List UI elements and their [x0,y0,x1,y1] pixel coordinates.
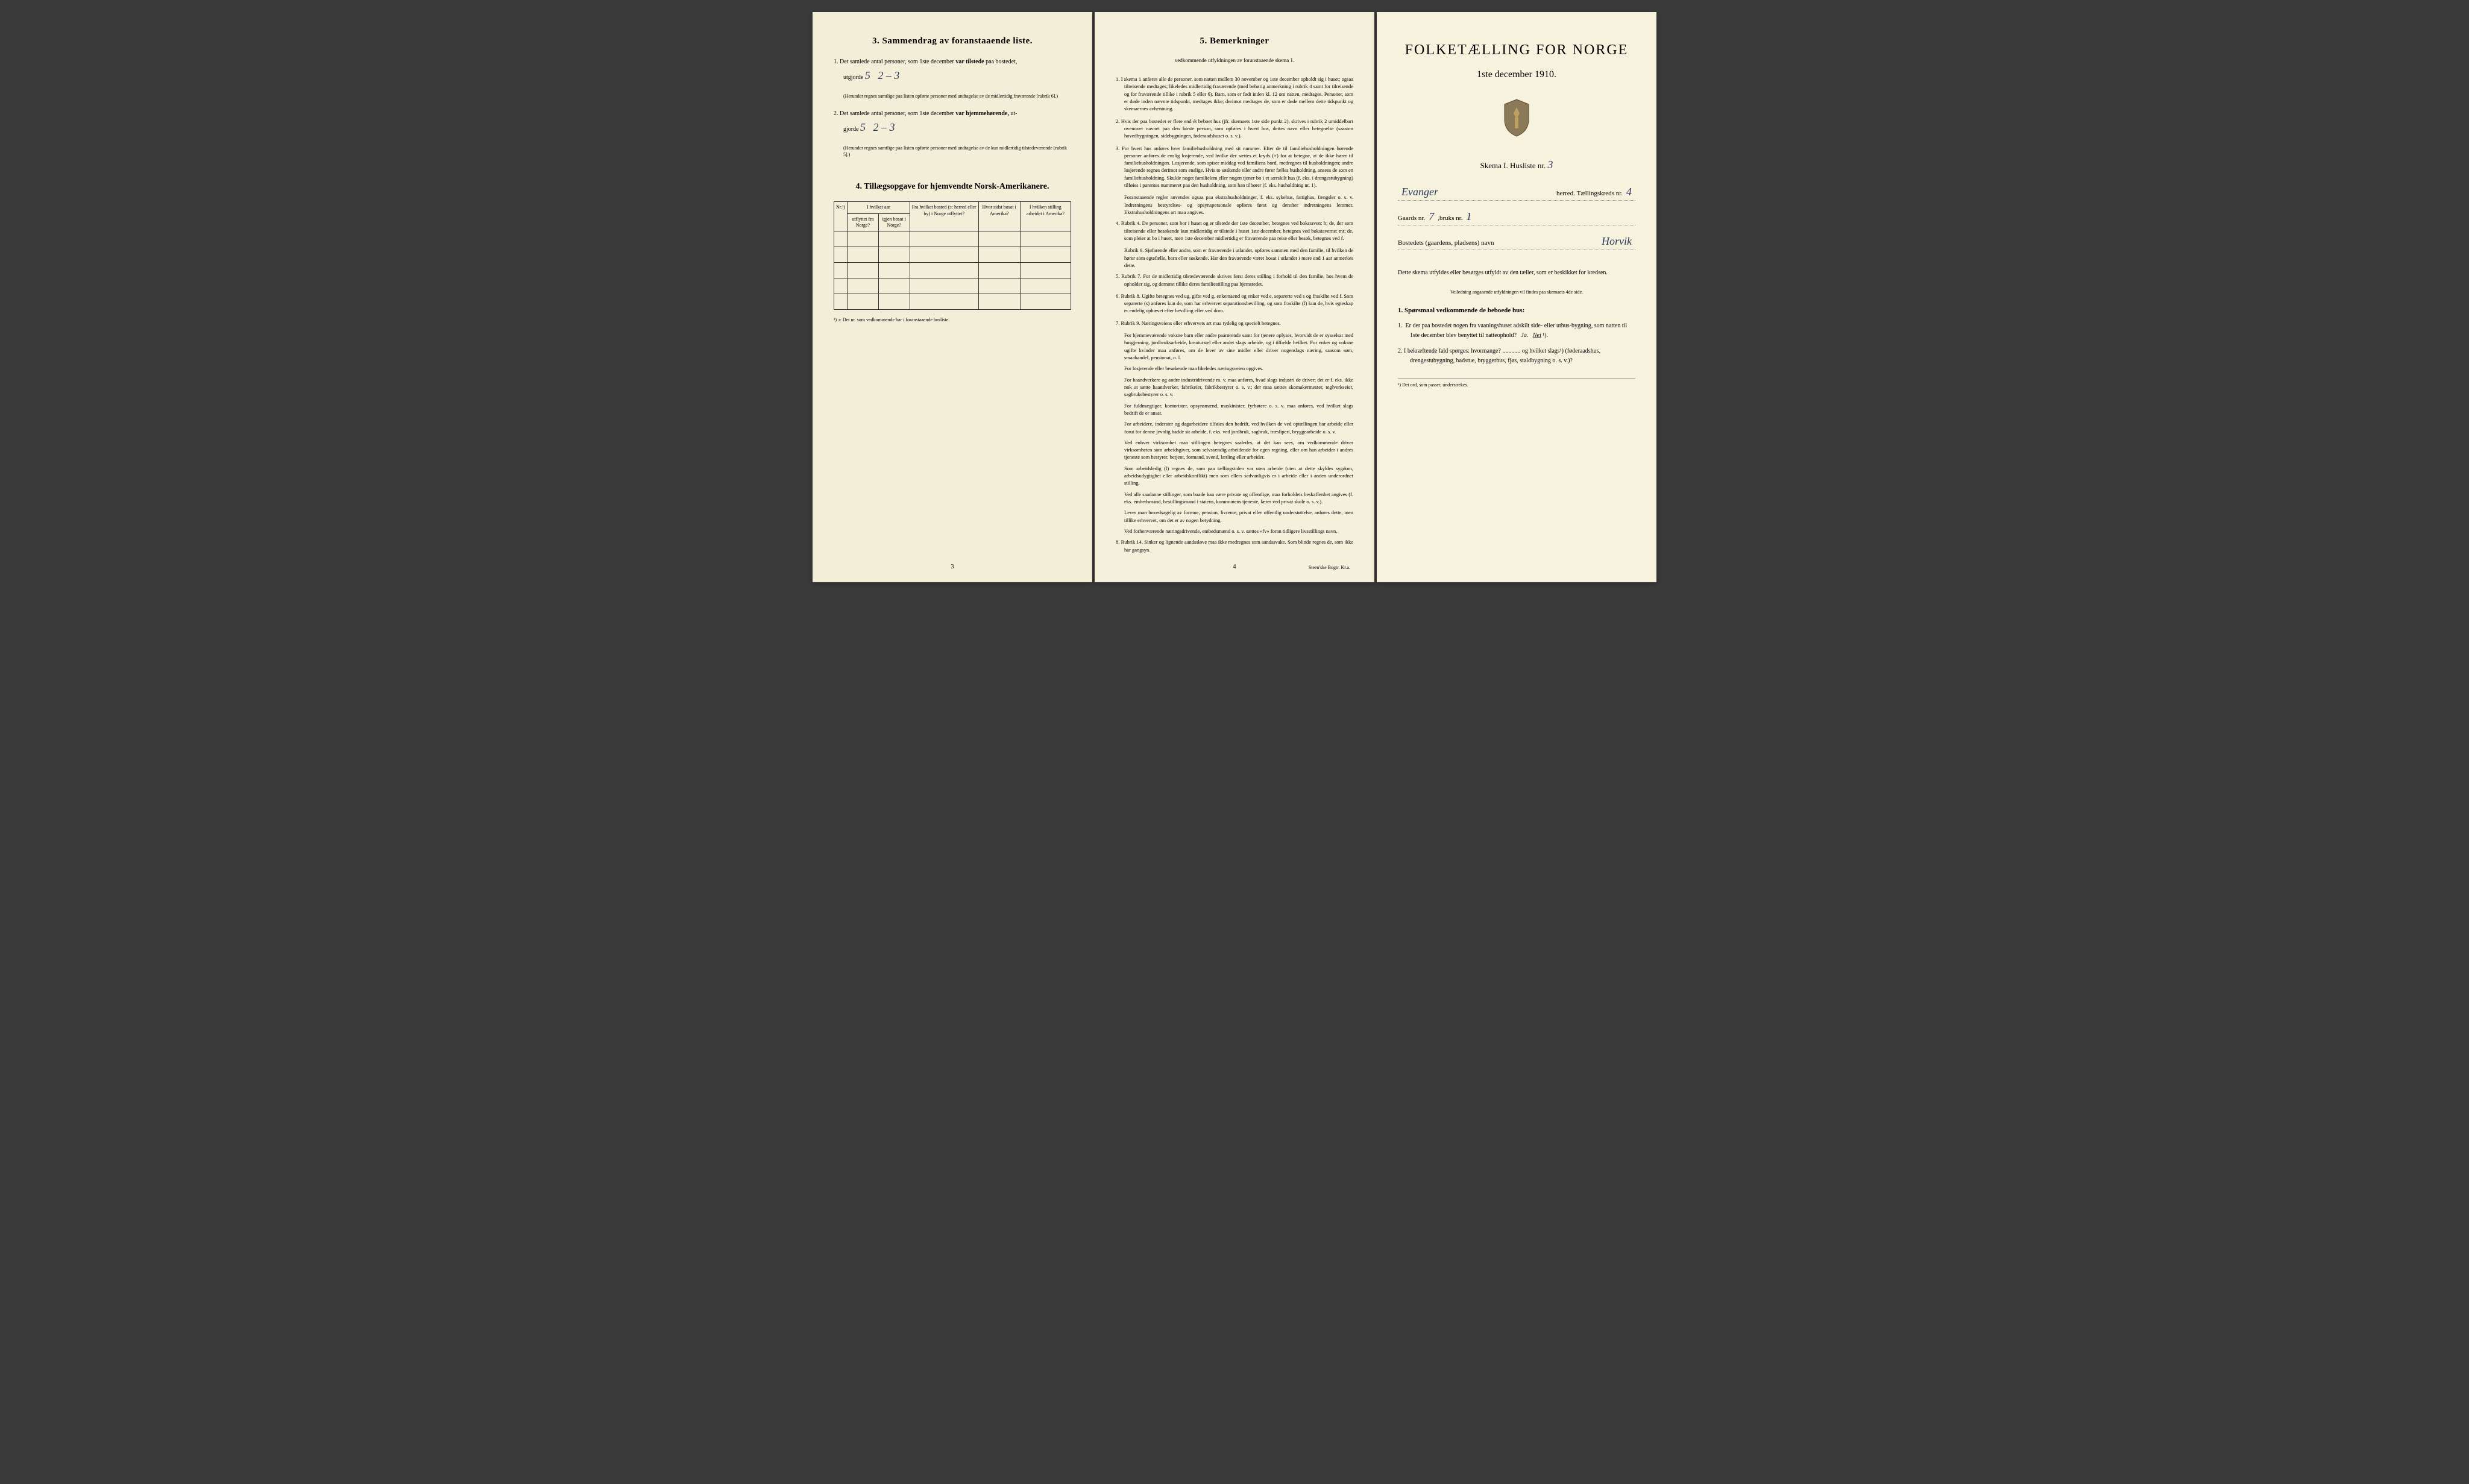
herred-row: Evanger herred. Tællingskreds nr. 4 [1398,186,1635,201]
bosted-row: Bostedets (gaardens, pladsens) navn Horv… [1398,235,1635,250]
col-nr: Nr.¹) [834,202,848,231]
page-number-4: 4 [1233,564,1236,570]
remark-7c: For haandverkere og andre industridriven… [1116,376,1353,398]
page-number-3: 3 [951,564,954,570]
herred-name: Evanger [1401,186,1438,198]
remark-8: 8. Rubrik 14. Sinker og lignende aandssl… [1116,538,1353,553]
table-row [834,278,1071,294]
skema-line: Skema I. Husliste nr. 3 [1398,159,1635,171]
remark-5: 5. Rubrik 7. For de midlertidig tilstede… [1116,272,1353,288]
section-5-sub: vedkommende utfyldningen av foranstaaend… [1116,57,1353,63]
remark-7d: For fuldmægtiger, kontorister, opsynsmæn… [1116,402,1353,417]
filler-instructions: Dette skema utfyldes eller besørges utfy… [1398,268,1635,277]
remark-3-sub: Foranstaaende regler anvendes ogsaa paa … [1116,193,1353,216]
america-table: Nr.¹) I hvilket aar Fra hvilket bosted (… [834,201,1071,310]
remark-7: 7. Rubrik 9. Næringsveiens eller erhverv… [1116,319,1353,327]
remark-7f: Ved enhver virksomhet maa stillingen bet… [1116,439,1353,461]
col-sidst: Hvor sidst bosat i Amerika? [978,202,1020,231]
remark-6: 6. Rubrik 8. Ugifte betegnes ved ug, gif… [1116,292,1353,315]
summary-item-1: 1. Det samlede antal personer, som 1ste … [834,57,1071,84]
hjemme-count-2: 2 – 3 [873,121,895,133]
question-1: 1. Er der paa bostedet nogen fra vaaning… [1398,321,1635,341]
gaards-row: Gaards nr. 7, bruks nr. 1 [1398,210,1635,225]
section-5-header: 5. Bemerkninger [1116,36,1353,46]
section-4-header: 4. Tillægsopgave for hjemvendte Norsk-Am… [834,182,1071,192]
section-3-header: 3. Sammendrag av foranstaaende liste. [834,36,1071,46]
page-title: FOLKETÆLLING FOR NORGE 1ste december 191… [1377,12,1656,582]
coat-of-arms-icon [1398,98,1635,140]
remark-4: 4. Rubrik 4. De personer, som bor i huse… [1116,219,1353,242]
table-row [834,231,1071,247]
remark-4-sub: Rubrik 6. Sjøfarende eller andre, som er… [1116,247,1353,269]
table-footnote: ¹) ɔ: Det nr. som vedkommende har i fora… [834,317,1071,322]
col-bosted: Fra hvilket bosted (ɔ: herred eller by) … [910,202,978,231]
bruks-nr: 1 [1466,210,1471,223]
tilstede-count-2: 2 – 3 [878,69,899,81]
table-row [834,294,1071,310]
remark-7g: Som arbeidsledig (l) regnes de, som paa … [1116,465,1353,487]
remark-7a: For hjemmeværende voksne barn eller andr… [1116,332,1353,361]
question-header: 1. Spørsmaal vedkommende de beboede hus: [1398,307,1635,314]
remark-7j: Ved forhenværende næringsdrivende, embed… [1116,527,1353,535]
remark-1: 1. I skema 1 anføres alle de personer, s… [1116,75,1353,113]
remark-7e: For arbeidere, inderster og dagarbeidere… [1116,420,1353,435]
hjemme-count-1: 5 [860,121,866,133]
col-stilling: I hvilken stilling arbeidet i Amerika? [1020,202,1071,231]
summary-item-2: 2. Det samlede antal personer, som 1ste … [834,109,1071,136]
question-2: 2. I bekræftende fald spørges: hvormange… [1398,347,1635,366]
remark-7h: Ved alle saadanne stillinger, som baade … [1116,491,1353,506]
husliste-nr: 3 [1547,159,1553,171]
item2-note: (Herunder regnes samtlige paa listen opf… [834,145,1071,158]
col-utflyttet: utflyttet fra Norge? [848,213,879,231]
page-3: 3. Sammendrag av foranstaaende liste. 1.… [813,12,1092,582]
table-row [834,263,1071,278]
gaards-nr: 7 [1429,210,1434,223]
remark-3: 3. For hvert hus anføres hver familiehus… [1116,145,1353,189]
footnote-1: ¹) Det ord, som passer, understrekes. [1398,378,1635,388]
table-row [834,247,1071,263]
item1-note: (Herunder regnes samtlige paa listen opf… [834,93,1071,99]
remark-2: 2. Hvis der paa bostedet er flere end ét… [1116,118,1353,140]
instructions-sub: Veiledning angaaende utfyldningen vil fi… [1398,289,1635,295]
bosted-name: Horvik [1602,235,1632,248]
answer-nei: Nei [1533,332,1541,339]
page-4: 5. Bemerkninger vedkommende utfyldningen… [1095,12,1374,582]
col-aar-group: I hvilket aar [848,202,910,213]
census-date: 1ste december 1910. [1398,69,1635,80]
remark-7b: For losjerende eller besøkende maa likel… [1116,365,1353,372]
remark-7i: Lever man hovedsagelig av formue, pensio… [1116,509,1353,524]
census-title: FOLKETÆLLING FOR NORGE [1398,42,1635,58]
krets-nr: 4 [1626,186,1632,198]
tilstede-count-1: 5 [865,69,870,81]
printer-mark: Steen'ske Bogtr. Kr.a. [1309,565,1350,570]
col-igjen: igjen bosat i Norge? [878,213,910,231]
